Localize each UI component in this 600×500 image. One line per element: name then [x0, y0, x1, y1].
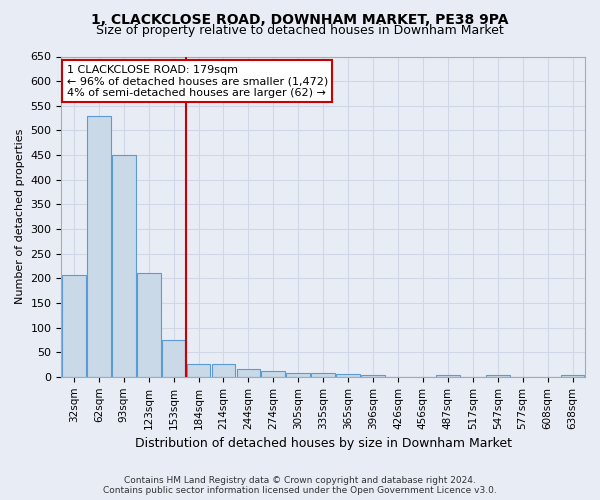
Bar — [236, 370, 260, 377]
Text: Size of property relative to detached houses in Downham Market: Size of property relative to detached ho… — [96, 24, 504, 37]
Bar — [137, 274, 161, 377]
Text: Contains HM Land Registry data © Crown copyright and database right 2024.
Contai: Contains HM Land Registry data © Crown c… — [103, 476, 497, 495]
Bar — [187, 364, 211, 377]
Bar — [311, 373, 335, 377]
Text: 1, CLACKCLOSE ROAD, DOWNHAM MARKET, PE38 9PA: 1, CLACKCLOSE ROAD, DOWNHAM MARKET, PE38… — [91, 12, 509, 26]
Bar — [361, 376, 385, 377]
Y-axis label: Number of detached properties: Number of detached properties — [15, 129, 25, 304]
Text: 1 CLACKCLOSE ROAD: 179sqm
← 96% of detached houses are smaller (1,472)
4% of sem: 1 CLACKCLOSE ROAD: 179sqm ← 96% of detac… — [67, 64, 328, 98]
Bar — [560, 376, 584, 377]
Bar — [336, 374, 360, 377]
Bar — [62, 275, 86, 377]
Bar — [87, 116, 110, 377]
Bar — [286, 373, 310, 377]
X-axis label: Distribution of detached houses by size in Downham Market: Distribution of detached houses by size … — [135, 437, 512, 450]
Bar — [486, 376, 509, 377]
Bar — [436, 376, 460, 377]
Bar — [262, 371, 285, 377]
Bar — [112, 155, 136, 377]
Bar — [162, 340, 185, 377]
Bar — [212, 364, 235, 377]
